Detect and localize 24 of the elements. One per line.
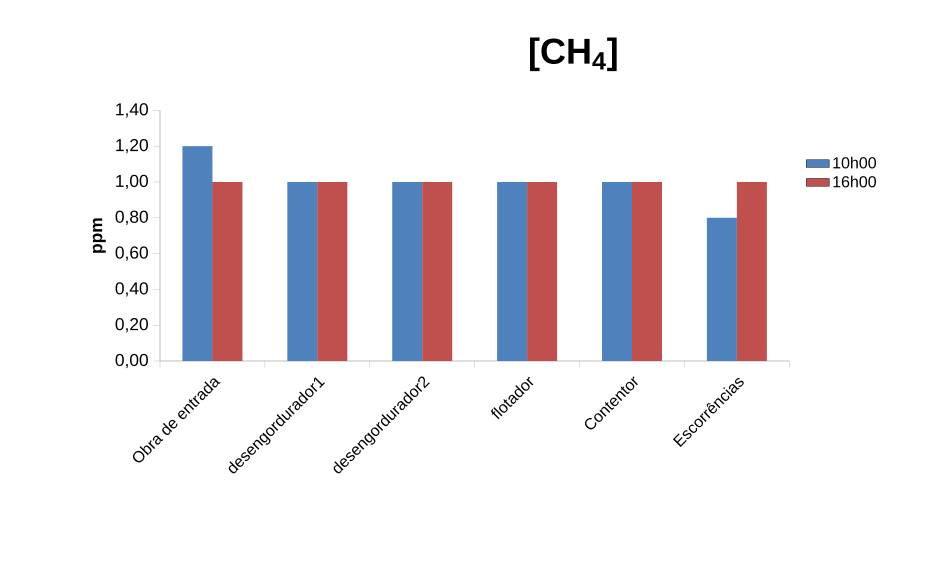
chart-title: [CH$_{4}$] [530,38,617,72]
bar [706,218,737,361]
bar [736,182,767,361]
y-tick-label: 1,40 [116,103,148,118]
bar [632,182,662,361]
y-tick-label: 0,20 [116,318,148,332]
y-tick-label: 0,60 [116,246,148,261]
y-tick-label: 0,00 [116,354,148,368]
bar [527,182,558,361]
bar [497,182,528,361]
bar [317,182,348,361]
bar [422,182,452,361]
legend-label: 16h00 [833,176,876,188]
y-tick-label: 1,00 [116,174,148,190]
bar [602,182,632,361]
y-tick-label: 1,20 [116,138,148,154]
y-tick-label: 0,80 [116,210,148,225]
bar [287,182,318,361]
bar [212,182,242,361]
bar [392,182,422,361]
bar [182,146,212,361]
y-tick-label: 0,40 [116,282,148,297]
y-axis-title: ppm [92,218,106,253]
legend-label: 10h00 [833,156,876,168]
